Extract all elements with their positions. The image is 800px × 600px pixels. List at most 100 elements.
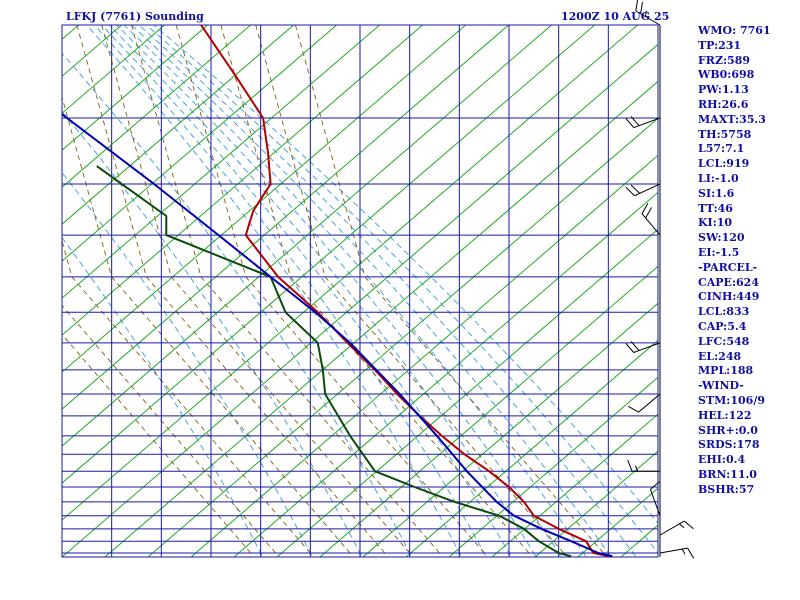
moist-adiabat-line: [62, 236, 264, 557]
wind-barb-staff: [633, 117, 661, 129]
moist-adiabat-line: [108, 25, 537, 557]
wind-barb-flag: [650, 481, 660, 490]
wind-barb: [625, 183, 661, 197]
wind-barb-flag: [625, 343, 635, 353]
wind-barb-staff: [659, 520, 685, 536]
dry-adiabat-line: [147, 117, 658, 557]
wind-barb: [635, 0, 661, 26]
wind-barb-flag: [679, 523, 685, 529]
wind-barb-flag: [630, 116, 640, 126]
wind-barb: [627, 393, 661, 413]
mixing-ratio-line: [62, 333, 252, 554]
wind-barb-flag: [627, 459, 633, 472]
dry-adiabat-line: [276, 228, 658, 557]
wind-barb: [659, 547, 695, 559]
index-item: SRDS:178: [698, 438, 760, 452]
wind-barb-flag: [635, 0, 639, 12]
dry-adiabat-line: [62, 25, 510, 410]
index-item: CINH:449: [698, 290, 760, 304]
wind-barb-staff: [634, 183, 661, 197]
wind-barb-flag: [683, 520, 694, 530]
sounding-profiles: [62, 25, 613, 557]
dry-adiabat-line: [491, 413, 658, 557]
mixing-ratio-line: [62, 304, 276, 554]
dry-adiabat-line: [319, 265, 658, 557]
wind-barb-flag: [687, 547, 695, 559]
temperature-profile-line: [200, 25, 610, 557]
dry-adiabat-line: [62, 25, 381, 299]
moist-adiabat-line: [123, 25, 587, 557]
moist-adiabat-line: [153, 25, 658, 524]
observation-time: 1200Z 10 AUG 25: [561, 10, 669, 23]
wind-barb: [625, 116, 661, 129]
moist-adiabat-line: [131, 25, 612, 557]
dry-adiabat-line: [62, 25, 639, 521]
index-item: TT:46: [698, 201, 733, 215]
index-item: -PARCEL-: [698, 260, 758, 274]
wind-barb-flag: [645, 207, 652, 219]
index-item: LCL:919: [698, 157, 750, 171]
wind-barb: [625, 341, 661, 353]
index-item: LCL:833: [698, 305, 750, 319]
index-item: RH:26.6: [698, 97, 749, 111]
index-item: CAP:5.4: [698, 319, 747, 333]
wind-barb-staff: [641, 213, 661, 236]
index-item: STM:106/9: [698, 393, 765, 407]
parcel-profile-line: [62, 112, 613, 557]
wind-barb-flag: [645, 10, 647, 17]
moist-adiabat-line: [93, 25, 487, 557]
index-item: CAPE:624: [698, 275, 759, 289]
dry-adiabat-line: [448, 376, 658, 557]
dry-adiabat-line: [62, 25, 467, 373]
dry-adiabat-line: [62, 25, 553, 447]
isotherms: [62, 25, 658, 557]
index-item: SHR+:0.0: [698, 423, 758, 437]
index-item: FRZ:589: [698, 53, 751, 67]
index-item: TP:231: [698, 38, 742, 52]
wind-barb-flag: [635, 465, 639, 472]
wind-barb-flag: [640, 1, 643, 14]
wind-barb-flag: [625, 187, 635, 197]
index-item: BRN:11.0: [698, 467, 757, 481]
wind-barb-staff: [649, 489, 661, 516]
index-item: EHI:0.4: [698, 453, 746, 467]
moist-adiabats: [62, 25, 658, 557]
wind-barb-flag: [630, 184, 641, 194]
wind-barb: [627, 459, 661, 472]
moist-adiabat-line: [146, 25, 658, 554]
index-item: HEL:122: [698, 408, 752, 422]
moist-adiabat-line: [62, 171, 313, 557]
wind-barb-flag: [627, 405, 639, 413]
wind-profile: [625, 0, 695, 559]
dry-adiabat-line: [62, 25, 252, 188]
index-item: SI:1.6: [698, 186, 735, 200]
wind-barb: [659, 520, 694, 536]
station-title: LFKJ (7761) Sounding: [66, 10, 204, 23]
stability-indices-list: WMO: 7761 TP:231 FRZ:589 WB0:698 PW:1.13 RH:2…: [698, 24, 771, 498]
index-item: TH:5758: [698, 127, 752, 141]
dry-adiabat-line: [104, 80, 658, 557]
index-item: BSHR:57: [698, 482, 755, 496]
dry-adiabat-line: [62, 25, 166, 114]
index-item: KI:10: [698, 216, 733, 230]
index-item: -WIND-: [698, 379, 744, 393]
index-item: WMO: 7761: [698, 24, 771, 37]
moist-adiabat-line: [62, 52, 413, 557]
wind-barb-flag: [641, 202, 649, 214]
wind-barb-staff: [635, 10, 661, 26]
wind-barb-staff: [659, 547, 688, 554]
dry-adiabat-line: [62, 25, 338, 262]
index-item: MPL:188: [698, 364, 754, 378]
wind-barb-staff: [633, 342, 661, 353]
index-item: PW:1.13: [698, 83, 749, 97]
dewpoint-profile-line: [96, 165, 572, 557]
moist-adiabat-line: [62, 110, 363, 557]
index-item: LI:-1.0: [698, 171, 739, 185]
dry-adiabat-line: [62, 25, 209, 151]
dry-adiabat-line: [62, 25, 424, 336]
index-item: LFC:548: [698, 334, 750, 348]
wind-barb: [641, 202, 661, 236]
dry-adiabat-line: [233, 191, 658, 557]
